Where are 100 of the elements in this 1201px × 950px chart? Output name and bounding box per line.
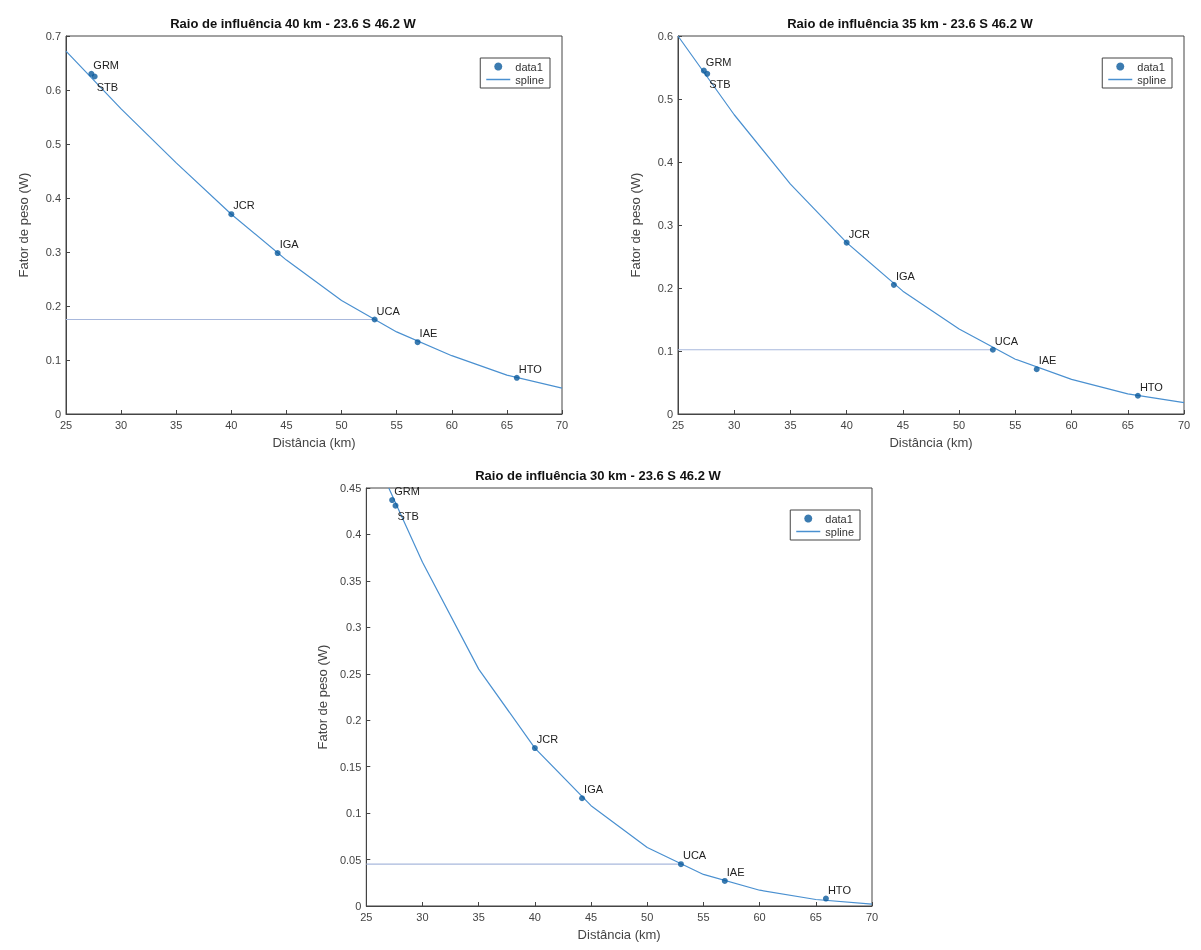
legend-label: data1 — [825, 512, 853, 525]
point — [843, 239, 850, 246]
chart-title: Raio de influência 35 km - 23.6 S 46.2 W — [787, 16, 1034, 31]
y-tick-label: 0.2 — [657, 282, 673, 294]
point — [414, 339, 421, 346]
x-tick-label: 65 — [809, 910, 822, 923]
x-tick-label: 30 — [416, 910, 429, 923]
annotation: IGA — [584, 783, 604, 796]
legend-label: spline — [1137, 73, 1167, 86]
x-tick-label: 25 — [59, 418, 73, 431]
y-tick-label: 0.3 — [657, 219, 673, 231]
x-tick-label: 70 — [865, 910, 879, 923]
chart-title: Raio de influência 30 km - 23.6 S 46.2 W — [475, 468, 722, 483]
point — [1033, 366, 1040, 373]
y-tick-label: 0.1 — [657, 345, 673, 357]
x-tick-label: 45 — [584, 910, 598, 923]
annotation: GRM — [394, 485, 420, 498]
annotation: IGA — [279, 238, 300, 251]
point — [371, 316, 378, 323]
y-tick-label: 0.15 — [339, 760, 362, 773]
annotation: HTO — [1139, 380, 1164, 393]
y-tick-label: 0.5 — [657, 93, 673, 105]
x-tick-label: 25 — [671, 418, 685, 431]
annotation: GRM — [705, 55, 732, 68]
x-axis-title: Distância (km) — [577, 927, 661, 942]
x-tick-label: 45 — [280, 418, 293, 431]
y-tick-label: 0.45 — [339, 482, 362, 494]
line-series — [388, 487, 873, 905]
x-tick-label: 40 — [528, 910, 541, 923]
x-axis-title: Distância (km) — [889, 435, 973, 450]
y-tick-label: 0.25 — [339, 667, 362, 680]
y-tick-label: 0.6 — [657, 30, 673, 42]
y-tick-label: 0.5 — [45, 138, 61, 150]
legend-label: spline — [825, 525, 855, 538]
y-tick-label: 0.2 — [45, 300, 61, 312]
y-tick-label: 0.6 — [45, 84, 61, 96]
y-axis-title: Fator de peso (W) — [628, 172, 643, 278]
x-tick-label: 35 — [784, 418, 797, 431]
annotation: IAE — [1038, 354, 1057, 367]
point — [579, 795, 586, 802]
legend-label: spline — [515, 73, 545, 86]
y-tick-label: 0.3 — [45, 246, 61, 258]
annotation: IAE — [419, 327, 438, 340]
chart-title: Raio de influência 40 km - 23.6 S 46.2 W — [170, 16, 417, 31]
point — [721, 877, 728, 884]
x-tick-label: 70 — [1177, 418, 1191, 431]
x-tick-label: 35 — [472, 910, 485, 923]
annotation: UCA — [682, 849, 707, 862]
y-tick-label: 0.4 — [45, 192, 61, 204]
y-tick-label: 0.4 — [657, 156, 673, 168]
y-tick-label: 0.35 — [339, 574, 362, 587]
point — [677, 861, 684, 868]
annotation: IAE — [726, 865, 745, 878]
x-tick-label: 70 — [555, 418, 569, 431]
annotation: IGA — [895, 269, 916, 282]
x-tick-label: 30 — [114, 418, 128, 431]
x-tick-label: 60 — [445, 418, 458, 431]
legend-label: data1 — [515, 60, 543, 73]
line-series — [65, 50, 563, 389]
point — [513, 374, 520, 381]
point — [704, 70, 711, 77]
annotation: JCR — [233, 199, 255, 212]
x-tick-label: 45 — [896, 418, 910, 431]
legend-label: data1 — [1137, 60, 1165, 73]
y-axis-title: Fator de peso (W) — [315, 644, 330, 750]
x-tick-label: 60 — [1065, 418, 1078, 431]
x-tick-label: 50 — [952, 418, 966, 431]
line-series — [677, 35, 1185, 404]
point — [822, 895, 829, 902]
annotation: HTO — [827, 883, 852, 896]
y-tick-label: 0.3 — [346, 621, 362, 634]
annotation: UCA — [994, 334, 1019, 347]
annotation: JCR — [848, 227, 871, 240]
point — [989, 346, 996, 353]
point — [1134, 392, 1141, 399]
x-tick-label: 55 — [1009, 418, 1022, 431]
x-tick-label: 35 — [170, 418, 183, 431]
x-tick-label: 30 — [728, 418, 741, 431]
y-axis-title: Fator de peso (W) — [16, 172, 31, 278]
x-tick-label: 55 — [697, 910, 710, 923]
annotation: GRM — [93, 58, 120, 71]
y-tick-label: 0.2 — [346, 714, 362, 727]
x-tick-label: 50 — [335, 418, 348, 431]
y-tick-label: 0.4 — [346, 528, 362, 541]
annotation: JCR — [536, 733, 559, 746]
x-tick-label: 50 — [641, 910, 654, 923]
x-tick-label: 40 — [225, 418, 238, 431]
x-tick-label: 55 — [390, 418, 403, 431]
point — [274, 250, 281, 257]
annotation: HTO — [518, 362, 543, 375]
point — [389, 497, 396, 504]
x-tick-label: 40 — [840, 418, 853, 431]
y-tick-label: 0 — [54, 408, 61, 420]
annotation: UCA — [376, 304, 401, 317]
x-tick-label: 60 — [753, 910, 766, 923]
y-tick-label: 0.7 — [45, 30, 61, 42]
y-tick-label: 0 — [355, 900, 362, 912]
x-tick-label: 65 — [500, 418, 514, 431]
x-tick-label: 25 — [360, 910, 373, 923]
y-tick-label: 0.1 — [346, 807, 362, 820]
